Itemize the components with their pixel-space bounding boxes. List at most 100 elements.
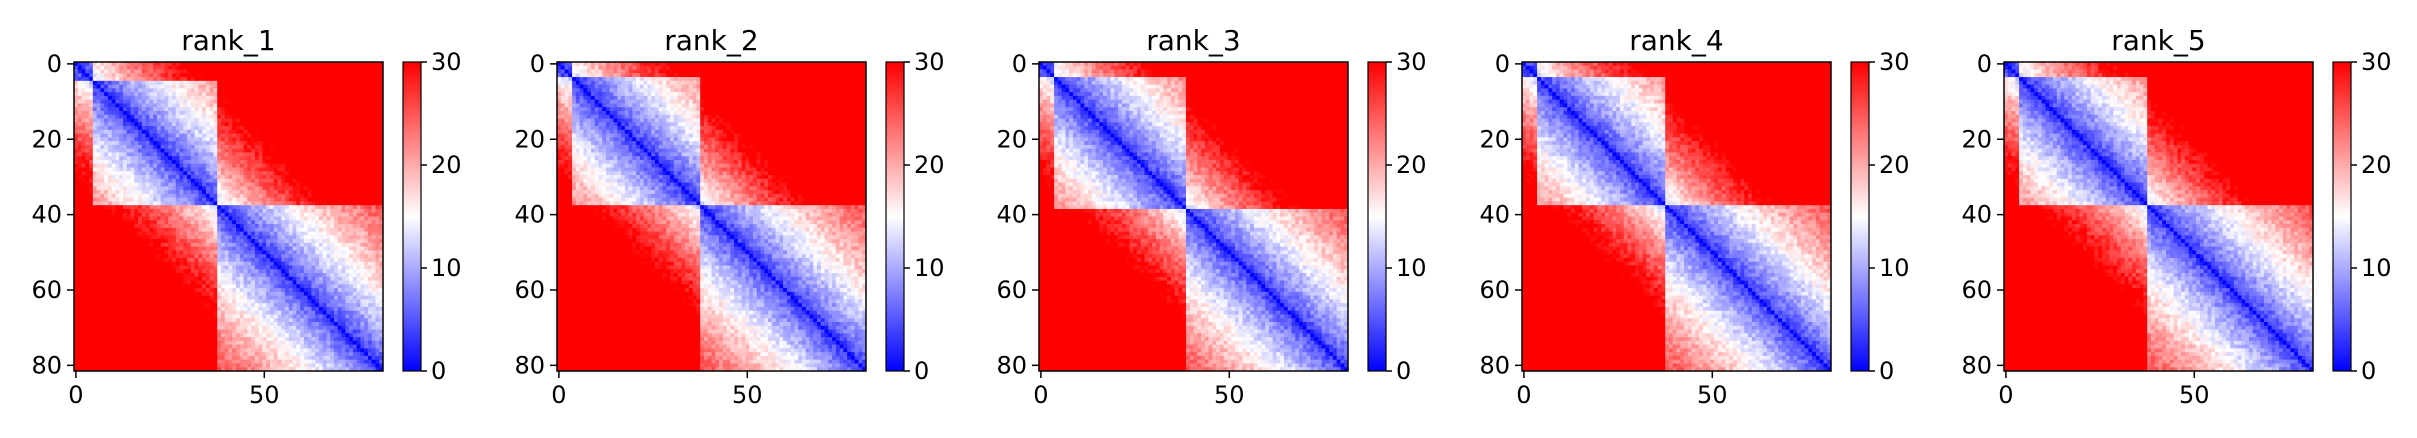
heatmap-cell (138, 269, 142, 273)
heatmap-cell (198, 130, 202, 134)
heatmap-cell (345, 171, 349, 175)
heatmap-cell (78, 273, 82, 277)
heatmap-cell (311, 247, 315, 251)
heatmap-cell (338, 92, 342, 96)
heatmap-cell (300, 228, 304, 232)
heatmap-cell (115, 77, 119, 81)
heatmap-cell (262, 250, 266, 254)
heatmap-cell (266, 194, 270, 198)
heatmap-cell (131, 175, 135, 179)
heatmap-cell (210, 164, 214, 168)
heatmap-cell (164, 217, 168, 221)
heatmap-cell (198, 190, 202, 194)
heatmap-cell (353, 168, 357, 172)
heatmap-cell (138, 145, 142, 149)
heatmap-cell (93, 228, 97, 232)
heatmap-cell (153, 96, 157, 100)
heatmap-cell (274, 183, 278, 187)
heatmap-cell (360, 198, 364, 202)
heatmap-cell (225, 122, 229, 126)
heatmap-cell (123, 201, 127, 205)
heatmap-cell (198, 92, 202, 96)
heatmap-cell (206, 152, 210, 156)
heatmap-cell (251, 179, 255, 183)
heatmap-cell (326, 273, 330, 277)
heatmap-cell (229, 96, 233, 100)
heatmap-cell (97, 265, 101, 269)
heatmap-cell (372, 164, 376, 168)
heatmap-cell (131, 126, 135, 130)
heatmap-cell (251, 224, 255, 228)
heatmap-cell (202, 213, 206, 217)
heatmap-cell (195, 141, 199, 145)
heatmap-cell (300, 111, 304, 115)
heatmap-cell (259, 262, 263, 266)
heatmap-cell (183, 103, 187, 107)
heatmap-cell (217, 239, 221, 243)
heatmap-cell (202, 122, 206, 126)
heatmap-cell (334, 190, 338, 194)
heatmap-cell (149, 213, 153, 217)
heatmap-cell (104, 201, 108, 205)
heatmap-cell (187, 164, 191, 168)
heatmap-cell (164, 179, 168, 183)
heatmap-cell (172, 92, 176, 96)
heatmap-cell (357, 126, 361, 130)
heatmap-cell (123, 217, 127, 221)
heatmap-cell (364, 247, 368, 251)
heatmap-cell (138, 73, 142, 77)
heatmap-cell (232, 247, 236, 251)
heatmap-cell (326, 70, 330, 74)
heatmap-cell (266, 269, 270, 273)
heatmap-cell (104, 77, 108, 81)
heatmap-cell (289, 126, 293, 130)
heatmap-cell (123, 235, 127, 239)
heatmap-cell (368, 119, 372, 123)
heatmap-cell (123, 265, 127, 269)
heatmap-cell (319, 224, 323, 228)
heatmap-cell (281, 137, 285, 141)
heatmap-cell (240, 66, 244, 70)
heatmap-cell (164, 122, 168, 126)
heatmap-cell (85, 81, 89, 85)
heatmap-cell (266, 156, 270, 160)
heatmap-cell (293, 137, 297, 141)
heatmap-cell (349, 145, 353, 149)
heatmap-cell (304, 85, 308, 89)
heatmap-cell (187, 92, 191, 96)
heatmap-cell (277, 224, 281, 228)
heatmap-cell (338, 96, 342, 100)
heatmap-cell (266, 107, 270, 111)
heatmap-cell (251, 111, 255, 115)
heatmap-cell (357, 130, 361, 134)
heatmap-cell (225, 111, 229, 115)
heatmap-cell (213, 103, 217, 107)
heatmap-cell (360, 96, 364, 100)
heatmap-cell (232, 269, 236, 273)
heatmap-cell (138, 213, 142, 217)
heatmap-cell (229, 201, 233, 205)
heatmap-cell (100, 160, 104, 164)
heatmap-cell (172, 262, 176, 266)
heatmap-cell (93, 254, 97, 258)
heatmap-cell (89, 111, 93, 115)
heatmap-cell (210, 130, 214, 134)
heatmap-cell (285, 134, 289, 138)
heatmap-cell (232, 164, 236, 168)
heatmap-cell (311, 224, 315, 228)
heatmap-cell (330, 190, 334, 194)
heatmap-cell (157, 190, 161, 194)
heatmap-cell (217, 141, 221, 145)
heatmap-cell (115, 258, 119, 262)
heatmap-cell (221, 228, 225, 232)
heatmap-cell (277, 141, 281, 145)
heatmap-cell (123, 149, 127, 153)
heatmap-cell (240, 190, 244, 194)
heatmap-cell (304, 250, 308, 254)
heatmap-cell (360, 186, 364, 190)
heatmap-cell (345, 273, 349, 277)
heatmap-cell (138, 134, 142, 138)
heatmap-cell (353, 126, 357, 130)
heatmap-cell (251, 183, 255, 187)
heatmap-cell (168, 100, 172, 104)
